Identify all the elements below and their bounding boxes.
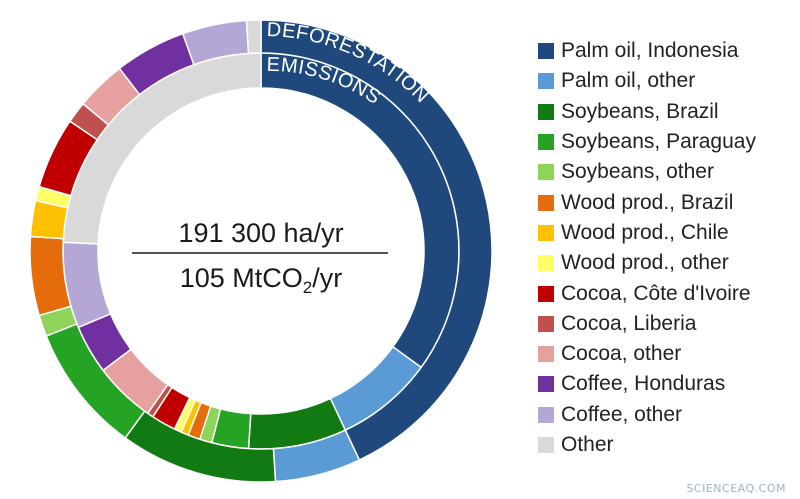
legend-swatch (538, 164, 554, 181)
legend-swatch (538, 437, 554, 453)
legend-label: Soybeans, Brazil (561, 99, 719, 123)
legend-swatch (538, 43, 554, 60)
legend-label: Wood prod., Brazil (561, 190, 734, 214)
legend-label: Cocoa, Côte d'Ivoire (561, 281, 751, 305)
legend: Palm oil, Indonesia Palm oil, other Soybea… (538, 36, 756, 460)
legend-swatch (538, 103, 554, 120)
legend-swatch (538, 134, 554, 151)
legend-swatch (538, 194, 554, 211)
legend-item-coffee-honduras: Coffee, Honduras (538, 369, 756, 399)
legend-item-soybeans-other: Soybeans, other (538, 157, 756, 187)
center-area-value: 191 300 ha/yr (178, 218, 343, 248)
legend-label: Cocoa, Liberia (561, 311, 697, 335)
legend-label: Soybeans, other (561, 160, 714, 184)
legend-item-wood-prod-chile: Wood prod., Chile (538, 218, 756, 248)
legend-item-cocoa-c-te-d-ivoire: Cocoa, Côte d'Ivoire (538, 278, 756, 308)
legend-item-palm-oil-indonesia: Palm oil, Indonesia (538, 36, 756, 66)
legend-label: Coffee, other (561, 402, 683, 426)
legend-label: Wood prod., Chile (561, 220, 729, 244)
legend-item-wood-prod-brazil: Wood prod., Brazil (538, 187, 756, 217)
legend-label: Soybeans, Paraguay (561, 130, 756, 154)
legend-swatch (538, 255, 554, 272)
outer-slice-other (245, 19, 262, 55)
watermark: SCIENCEAQ.COM (686, 482, 786, 495)
legend-label: Palm oil, other (561, 69, 696, 93)
legend-item-soybeans-paraguay: Soybeans, Paraguay (538, 127, 756, 157)
legend-label: Cocoa, other (561, 342, 682, 366)
outer-ring-emissions (29, 19, 493, 483)
legend-item-other: Other (538, 430, 756, 460)
legend-swatch (538, 315, 554, 332)
legend-swatch (538, 285, 554, 302)
legend-item-cocoa-other: Cocoa, other (538, 339, 756, 369)
legend-swatch (538, 346, 554, 363)
legend-item-soybeans-brazil: Soybeans, Brazil (538, 97, 756, 127)
legend-label: Wood prod., other (561, 251, 729, 275)
legend-swatch (538, 376, 554, 393)
inner-slice-other (62, 52, 262, 245)
center-emissions-value: 105 MtCO2/yr (180, 263, 343, 297)
legend-label: Coffee, Honduras (561, 372, 726, 396)
legend-swatch (538, 73, 554, 90)
legend-swatch (538, 224, 554, 241)
legend-item-cocoa-liberia: Cocoa, Liberia (538, 309, 756, 339)
legend-item-wood-prod-other: Wood prod., other (538, 248, 756, 278)
inner-ring-deforestation (62, 52, 460, 450)
legend-label: Palm oil, Indonesia (561, 39, 739, 63)
legend-item-palm-oil-other: Palm oil, other (538, 66, 756, 96)
legend-item-coffee-other: Coffee, other (538, 400, 756, 430)
legend-swatch (538, 406, 554, 423)
legend-label: Other (561, 433, 614, 456)
